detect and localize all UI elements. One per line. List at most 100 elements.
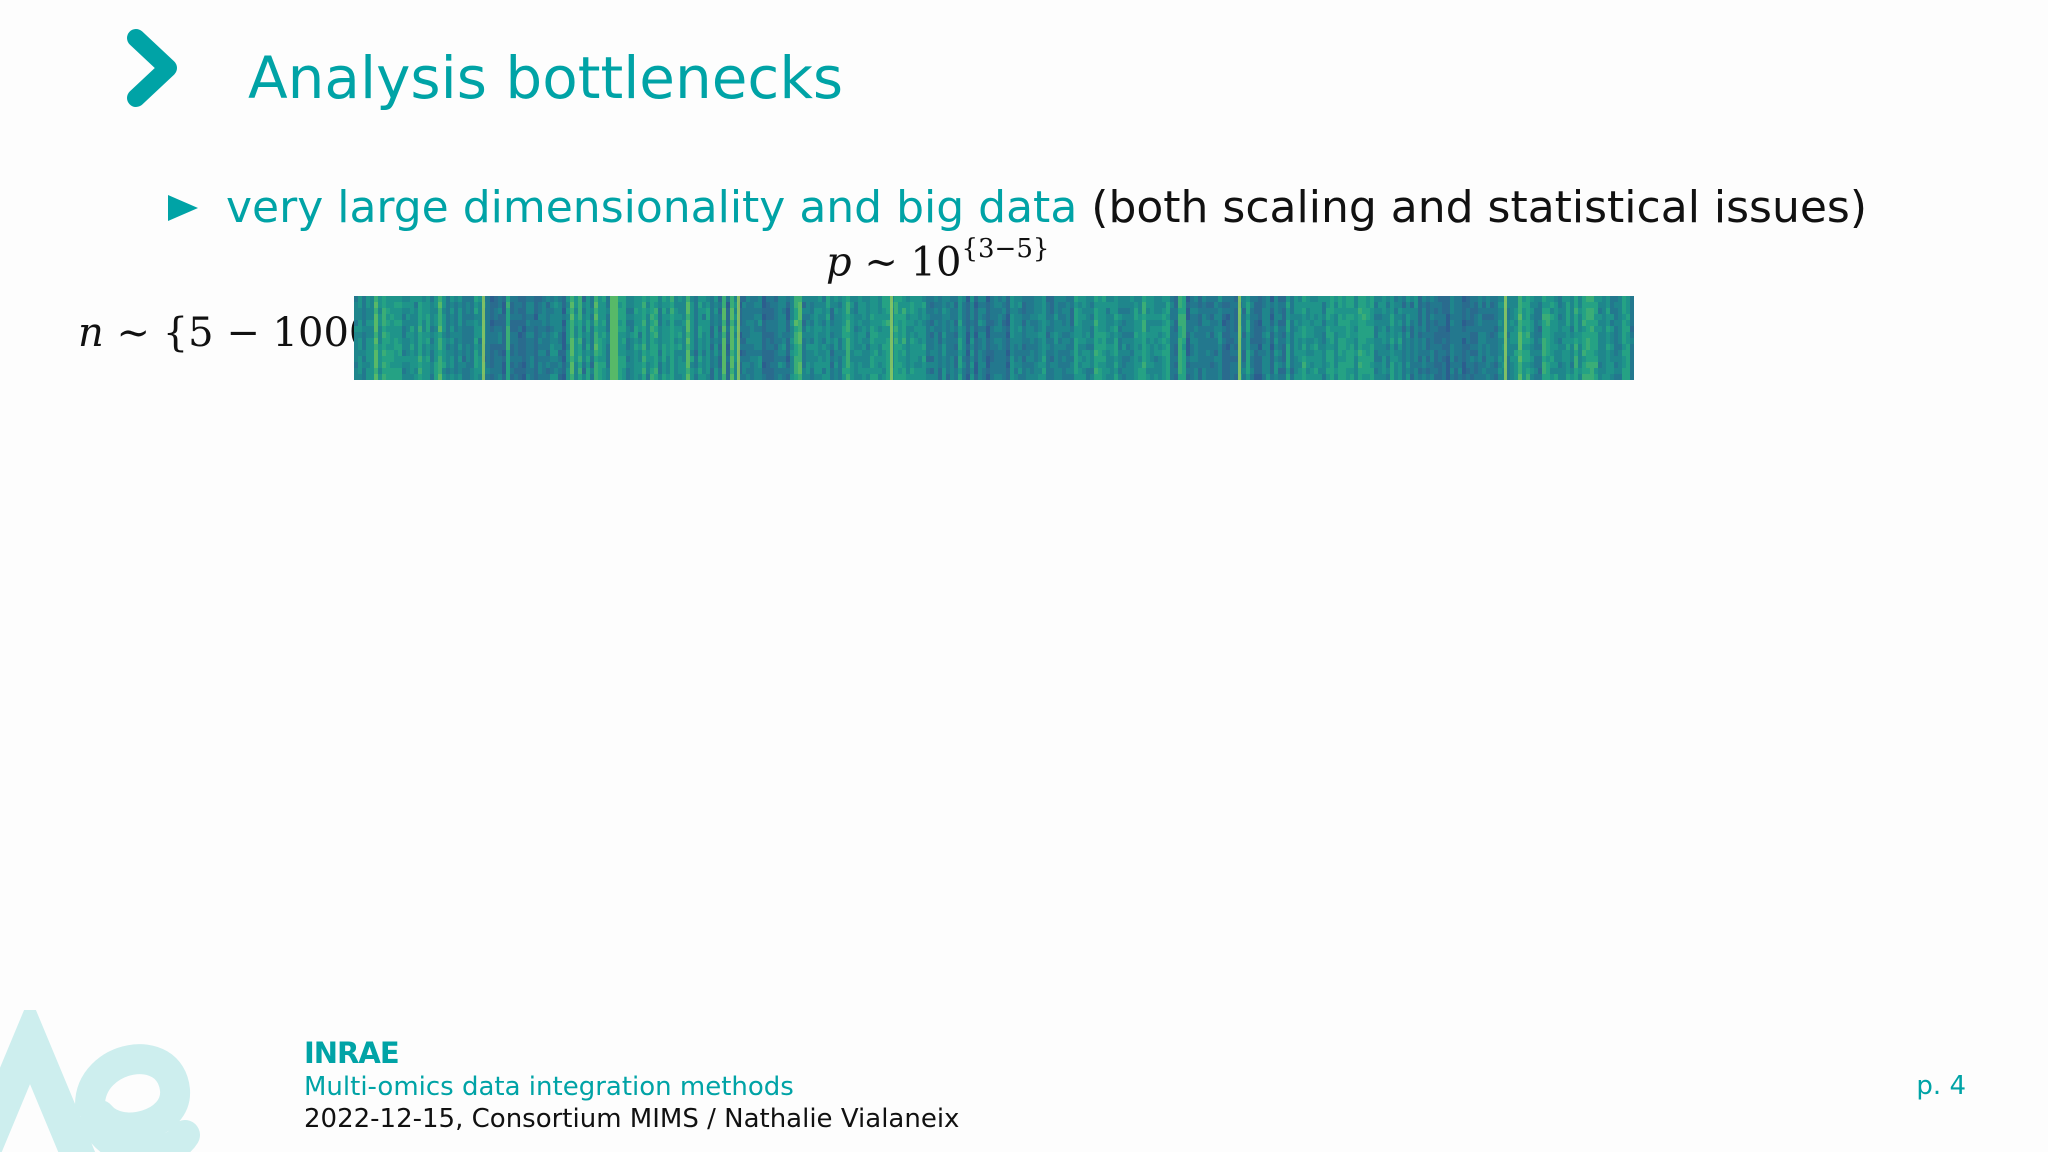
heatmap-cell [1470,314,1474,320]
heatmap-cell [706,374,710,380]
heatmap-cell [1218,296,1222,302]
heatmap-cell [450,314,454,320]
heatmap-cell [1622,302,1626,308]
heatmap-cell [922,302,926,308]
heatmap-cell [406,296,410,302]
heatmap-cell [1358,332,1362,338]
heatmap-cell [530,320,534,326]
heatmap-cell [1458,338,1462,344]
heatmap-cell [934,374,938,380]
heatmap-cell [1038,374,1042,380]
heatmap-cell [806,362,810,368]
heatmap-cell [646,368,650,374]
heatmap-cell [1334,326,1338,332]
heatmap-cell [1170,296,1174,302]
heatmap-cell [882,308,886,314]
heatmap-cell [1050,302,1054,308]
heatmap-cell [810,362,814,368]
heatmap-cell [1622,338,1626,344]
heatmap-cell [450,374,454,380]
heatmap-cell [1170,326,1174,332]
heatmap-cell [386,332,390,338]
heatmap-cell [374,308,378,314]
heatmap-cell [1158,308,1162,314]
heatmap-cell [826,350,830,356]
heatmap-cell [958,374,962,380]
heatmap-cell [534,344,538,350]
heatmap-cell [1262,374,1266,380]
heatmap-cell [1338,350,1342,356]
heatmap-cell [1458,344,1462,350]
heatmap-cell [370,302,374,308]
heatmap-cell [1058,362,1062,368]
heatmap-cell [462,314,466,320]
heatmap-cell [1150,362,1154,368]
heatmap-cell [762,356,766,362]
heatmap-cell [886,302,890,308]
heatmap-cell [398,356,402,362]
heatmap-cell [450,356,454,362]
heatmap-cell [1410,356,1414,362]
heatmap-cell [1206,308,1210,314]
heatmap-cell [1078,296,1082,302]
heatmap-cell [358,308,362,314]
heatmap-cell [894,326,898,332]
heatmap-cell [630,350,634,356]
heatmap-cell [630,356,634,362]
heatmap-cell [826,296,830,302]
heatmap-cell [766,374,770,380]
heatmap-cell [714,296,718,302]
heatmap-cell [1382,332,1386,338]
heatmap-cell [1038,356,1042,362]
heatmap-cell [750,374,754,380]
heatmap-cell [1190,326,1194,332]
heatmap-cell [814,320,818,326]
heatmap-cell [882,320,886,326]
heatmap-cell [1098,356,1102,362]
heatmap-cell [410,314,414,320]
heatmap-cell [1442,314,1446,320]
heatmap-cell [1146,362,1150,368]
heatmap-cell [1470,332,1474,338]
heatmap-cell [618,308,622,314]
heatmap-cell [610,302,614,308]
heatmap-cell [906,308,910,314]
heatmap-cell [1474,314,1478,320]
heatmap-cell [770,326,774,332]
heatmap-cell [554,308,558,314]
heatmap-cell [1506,362,1510,368]
heatmap-cell [1278,308,1282,314]
heatmap-cell [514,368,518,374]
heatmap-cell [1566,362,1570,368]
heatmap-cell [1022,362,1026,368]
heatmap-cell [722,308,726,314]
heatmap-cell [1498,332,1502,338]
heatmap-cell [1202,320,1206,326]
heatmap-cell [378,374,382,380]
heatmap-cell [1434,308,1438,314]
heatmap-cell [454,326,458,332]
heatmap-cell [1366,338,1370,344]
heatmap-cell [422,308,426,314]
heatmap-cell [642,350,646,356]
heatmap-cell [754,368,758,374]
heatmap-cell [1606,326,1610,332]
heatmap-cell [730,308,734,314]
heatmap-cell [946,374,950,380]
heatmap-cell [1330,374,1334,380]
heatmap-cell [1206,320,1210,326]
heatmap-cell [1110,344,1114,350]
heatmap-cell [1434,296,1438,302]
heatmap-cell [1178,356,1182,362]
heatmap-cell [526,374,530,380]
heatmap-cell [1154,350,1158,356]
heatmap-cell [862,368,866,374]
heatmap-cell [862,350,866,356]
heatmap-cell [1630,296,1634,302]
heatmap-cell [758,302,762,308]
heatmap-cell [366,326,370,332]
heatmap-cell [1058,338,1062,344]
heatmap-cell [1510,320,1514,326]
heatmap-cell [1182,338,1186,344]
heatmap-cell [446,314,450,320]
